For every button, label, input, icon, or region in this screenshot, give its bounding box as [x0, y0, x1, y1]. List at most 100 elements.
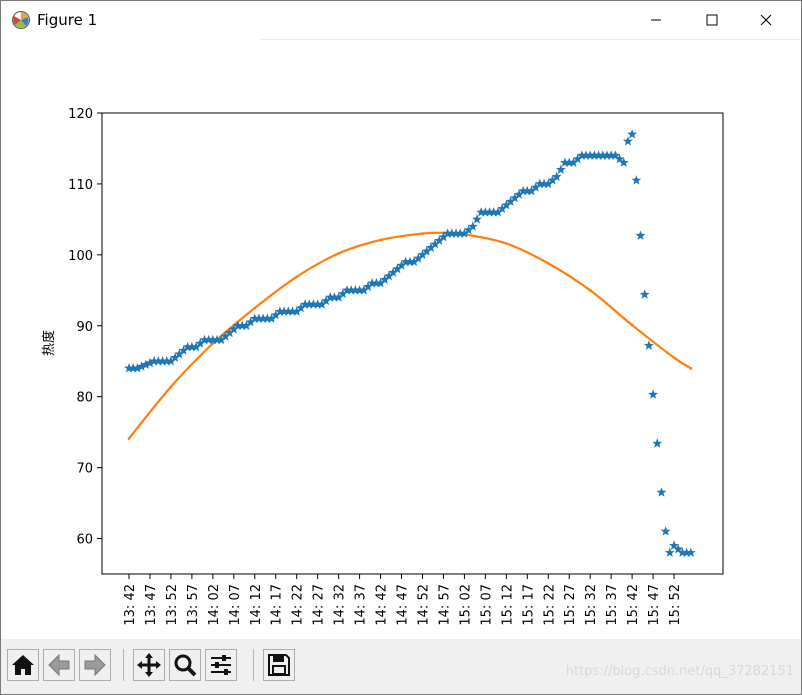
zoom-button[interactable]	[169, 649, 201, 681]
forward-icon	[84, 653, 106, 677]
heat-point	[178, 345, 189, 355]
heat-point	[233, 320, 243, 330]
fit-curve-point	[588, 288, 592, 292]
y-tick-label: 100	[68, 249, 93, 264]
heat-point	[593, 150, 604, 160]
heat-point	[312, 299, 323, 309]
heat-point	[622, 136, 633, 146]
title-bar[interactable]: Figure 1	[1, 1, 801, 39]
toolbar-separator	[253, 649, 254, 681]
heat-point	[539, 178, 550, 189]
heat-point	[262, 313, 273, 323]
minimize-icon	[651, 19, 661, 21]
heat-point	[660, 526, 671, 536]
minimize-button[interactable]	[633, 1, 679, 39]
close-icon	[760, 14, 772, 26]
x-tick-label: 13: 57	[186, 584, 201, 626]
x-tick-label: 15: 47	[647, 584, 662, 626]
heat-point	[534, 178, 545, 189]
heat-point	[363, 281, 373, 291]
heat-point	[576, 150, 587, 160]
heat-point	[191, 341, 202, 352]
x-tick-label: 14: 32	[333, 584, 348, 626]
x-tick-label: 15: 12	[500, 584, 515, 626]
heat-point	[157, 356, 168, 366]
heat-point	[555, 164, 566, 174]
heat-point	[572, 153, 583, 164]
heat-point	[501, 200, 512, 210]
heat-point	[392, 263, 403, 274]
save-button[interactable]	[263, 649, 295, 681]
heat-point	[220, 331, 231, 341]
heat-point	[463, 224, 474, 235]
figure-canvas[interactable]: 60 70 80 90 100 110 120 13: 42 13: 47 13: 52 13: …	[1, 41, 801, 639]
fit-curve-point	[295, 275, 299, 279]
heat-point	[396, 260, 407, 270]
heat-point	[182, 341, 193, 352]
matplotlib-icon	[11, 10, 31, 30]
heat-point	[551, 171, 562, 182]
heat-point	[430, 239, 440, 249]
heat-point	[434, 235, 445, 245]
heat-point	[321, 295, 331, 306]
heat-point	[388, 267, 399, 277]
heat-point	[585, 150, 596, 160]
heat-point	[635, 230, 646, 240]
forward-button[interactable]	[79, 649, 111, 681]
heat-point	[245, 317, 256, 327]
heat-point	[300, 299, 311, 309]
heat-point	[476, 207, 487, 217]
heat-points-series	[124, 129, 696, 557]
heat-point	[589, 150, 600, 160]
fit-curve-point	[127, 437, 131, 440]
heat-point	[581, 150, 591, 160]
configure-subplots-button[interactable]	[205, 649, 237, 681]
home-button[interactable]	[7, 649, 39, 681]
x-tick-label: 14: 37	[354, 584, 369, 626]
heat-point	[153, 356, 164, 366]
heat-point	[237, 320, 248, 330]
heat-point	[597, 150, 608, 160]
heat-point	[342, 285, 352, 295]
heat-point	[685, 547, 696, 557]
x-tick-label: 14: 42	[375, 584, 390, 626]
fit-curve-point	[672, 356, 676, 360]
heat-point	[145, 357, 155, 368]
heat-point	[484, 207, 495, 217]
axes-frame	[101, 112, 724, 575]
heat-point	[568, 157, 579, 167]
back-button[interactable]	[43, 649, 75, 681]
heat-point	[610, 150, 621, 160]
heat-point	[132, 363, 143, 373]
title-divider	[261, 39, 801, 40]
heat-point	[140, 359, 151, 369]
heat-point	[279, 306, 290, 316]
heat-point	[455, 228, 466, 238]
heat-point	[266, 313, 277, 323]
heat-point	[283, 306, 294, 316]
x-tick-label: 13: 42	[123, 584, 138, 626]
heat-point	[295, 302, 306, 313]
heat-point	[329, 292, 340, 302]
heat-point	[681, 547, 692, 557]
heat-point	[421, 246, 432, 256]
heat-point	[631, 175, 642, 185]
heat-point	[379, 274, 390, 284]
x-tick-label: 14: 07	[228, 584, 243, 626]
pan-button[interactable]	[133, 649, 165, 681]
heat-point	[241, 320, 252, 330]
heat-point	[291, 306, 302, 316]
y-tick-label: 70	[76, 462, 93, 477]
heat-point	[618, 157, 629, 167]
heat-point	[136, 361, 147, 371]
close-button[interactable]	[743, 1, 789, 39]
heat-point	[350, 285, 361, 295]
x-tick-label: 14: 22	[291, 584, 306, 626]
heat-point	[505, 196, 516, 206]
heat-point	[224, 327, 235, 338]
heat-point	[258, 313, 269, 323]
heat-point	[560, 157, 570, 167]
x-tick-label: 15: 37	[605, 584, 620, 626]
maximize-button[interactable]	[689, 1, 735, 39]
heat-point	[325, 292, 336, 302]
